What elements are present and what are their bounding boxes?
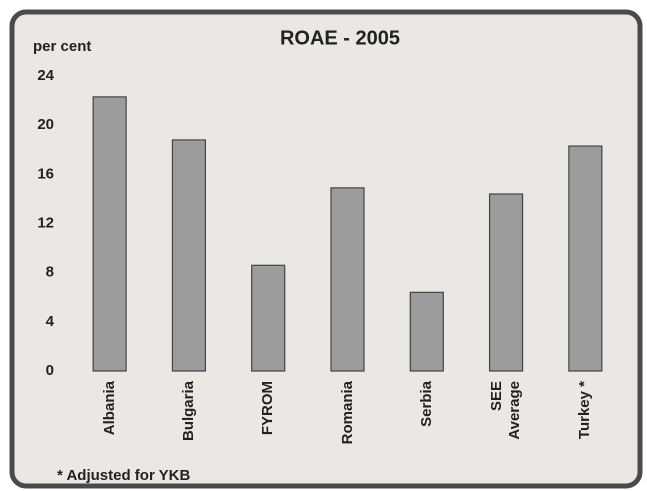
bar <box>409 291 444 372</box>
y-tick-label: 20 <box>37 116 54 133</box>
x-tick-label: SEE Average <box>488 381 524 440</box>
x-tick-label: Albania <box>100 381 118 436</box>
chart-title: ROAE - 2005 <box>280 27 400 49</box>
y-tick-label: 0 <box>46 362 54 379</box>
y-tick-label: 8 <box>46 264 54 281</box>
y-tick-label: 12 <box>37 214 54 231</box>
bar <box>171 139 207 372</box>
y-tick-label: 16 <box>37 165 54 182</box>
y-tick-label: 4 <box>46 313 55 330</box>
x-tick-label: FYROM <box>259 381 277 436</box>
x-tick-label: Bulgaria <box>179 381 197 442</box>
bar <box>488 193 524 372</box>
bar <box>568 145 603 372</box>
bar <box>251 264 286 372</box>
footnote: * Adjusted for YKB <box>57 467 191 484</box>
x-tick-label: Turkey * <box>576 381 594 440</box>
bar <box>92 96 127 372</box>
y-axis-label: per cent <box>33 38 91 55</box>
y-tick-label: 24 <box>37 67 54 84</box>
x-tick-label: Serbia <box>417 381 435 427</box>
frame <box>9 9 643 489</box>
x-tick-label: Romania <box>338 381 356 445</box>
bar <box>330 187 365 372</box>
